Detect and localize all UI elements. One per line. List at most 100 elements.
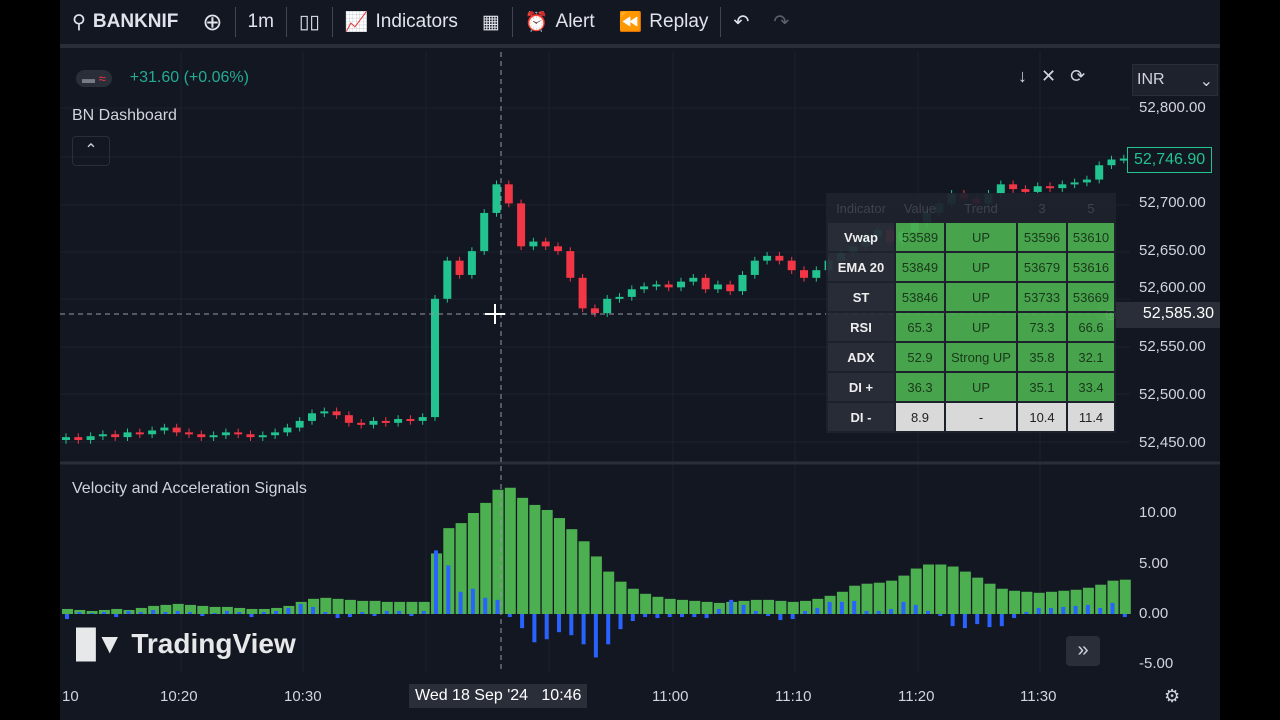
dashboard-cell: 65.3 (894, 311, 946, 343)
velocity-bar (812, 598, 824, 614)
acceleration-bar (630, 614, 635, 622)
candle-body (320, 411, 329, 414)
candle-body (467, 251, 476, 275)
candle-body (394, 419, 403, 423)
alert-button[interactable]: ⏰ Alert (513, 0, 607, 44)
compare-button[interactable]: ⊕ (190, 0, 234, 44)
dashboard-cell: Strong UP (944, 341, 1018, 373)
visibility-toggle[interactable]: ▬ ≈ (76, 69, 112, 87)
candle-body (504, 184, 513, 204)
velocity-bar (234, 607, 246, 614)
templates-button[interactable]: ▦ (470, 0, 512, 44)
acceleration-bar (507, 614, 512, 618)
velocity-bar (1021, 591, 1033, 614)
acceleration-bar (1122, 614, 1127, 618)
velocity-bar (959, 571, 971, 614)
acceleration-bar (347, 614, 352, 618)
candle-body (689, 277, 698, 282)
acceleration-bar (1110, 602, 1115, 614)
interval-button[interactable]: 1m (236, 0, 286, 44)
axis-label: 52,450.00 (1139, 434, 1206, 451)
chart-area[interactable]: ▬ ≈ +31.60 (+0.06%) BN Dashboard ⌃ Veloc… (60, 52, 1220, 720)
collapse-button[interactable]: ⌃ (72, 136, 110, 166)
candle-body (185, 432, 193, 435)
candle-body (1095, 165, 1104, 180)
refresh-icon[interactable]: ⟳ (1070, 66, 1086, 86)
candle-body (455, 260, 464, 275)
velocity-bar (689, 600, 701, 614)
candles-icon: ▯▯ (298, 11, 320, 33)
acceleration-bar (926, 610, 930, 614)
velocity-bar (972, 577, 984, 614)
chevron-down-icon: ⌄ (1199, 73, 1213, 90)
velocity-bar (394, 601, 406, 614)
axis-label: 10:20 (160, 688, 198, 705)
chart-type-button[interactable]: ▯▯ (287, 0, 332, 44)
candle-body (344, 415, 353, 423)
acceleration-bar (827, 601, 832, 614)
acceleration-bar (434, 550, 438, 614)
scroll-to-realtime-button[interactable]: » (1066, 636, 1100, 666)
indicators-label: Indicators (375, 11, 458, 32)
undo-button[interactable]: ↶ (721, 0, 761, 44)
acceleration-bar (753, 610, 758, 614)
velocity-bar (935, 564, 947, 614)
indicators-button[interactable]: 📈 Indicators (333, 0, 470, 44)
redo-button[interactable]: ↷ (761, 0, 801, 44)
acceleration-bar (249, 614, 254, 618)
rewind-icon: ⏪ (618, 12, 643, 33)
candle-body (492, 184, 501, 213)
crosshair-price-value: 52,585.30 (1142, 305, 1214, 322)
replay-button[interactable]: ⏪ Replay (607, 0, 721, 44)
dashboard-cell: UP (944, 221, 1018, 253)
acceleration-bar (446, 565, 451, 614)
velocity-bar (148, 605, 160, 614)
velocity-bar (775, 600, 787, 614)
candle-body (1009, 184, 1018, 190)
acceleration-bar (101, 611, 106, 614)
acceleration-bar (212, 612, 217, 614)
acceleration-bar (950, 614, 955, 627)
currency-label: INR (1137, 71, 1165, 88)
velocity-bar (467, 513, 479, 614)
velocity-bar (701, 601, 713, 614)
velocity-bar (406, 601, 418, 614)
velocity-bar (627, 588, 639, 614)
candle-body (86, 436, 95, 440)
candle-body (221, 432, 230, 436)
crosshair-time-label: Wed 18 Sep '24 10:46 (409, 684, 588, 708)
acceleration-bar (495, 599, 500, 614)
candle-body (566, 251, 575, 278)
acceleration-bar (569, 614, 574, 636)
arrow-down-icon[interactable]: ↓ (1018, 66, 1027, 86)
candle-body (332, 411, 341, 416)
candle-body (1021, 189, 1030, 192)
acceleration-bar (741, 604, 746, 614)
logo-text: TradingView (131, 628, 296, 659)
candle-body (135, 432, 144, 435)
replay-label: Replay (649, 11, 709, 32)
settings-gear-icon[interactable]: ⚙ (1164, 686, 1181, 706)
candle-body (381, 420, 390, 423)
velocity-bar (418, 601, 430, 614)
dashboard-cell: 5 (1066, 193, 1116, 223)
chart-controls: ↓ ✕ ⟳ (1018, 66, 1085, 87)
axis-label: 10:30 (284, 688, 322, 705)
axis-label: 52,600.00 (1139, 279, 1206, 296)
candle-body (357, 422, 366, 425)
currency-select[interactable]: INR ⌄ (1132, 64, 1218, 96)
axis-label: 10.00 (1139, 504, 1177, 521)
acceleration-bar (987, 614, 992, 628)
velocity-bar (86, 610, 98, 614)
acceleration-bar (790, 614, 795, 620)
candle-body (1070, 182, 1079, 185)
dashboard-cell: 53669 (1066, 281, 1116, 313)
candle-body (123, 432, 132, 438)
collapse-arrows-icon[interactable]: ✕ (1041, 66, 1057, 86)
velocity-bar (800, 600, 811, 614)
symbol-search[interactable]: ⚲ BANKNIF (60, 0, 190, 44)
candle-body (726, 284, 735, 292)
candle-body (664, 284, 673, 288)
acceleration-bar (298, 603, 303, 614)
acceleration-bar (716, 608, 721, 614)
